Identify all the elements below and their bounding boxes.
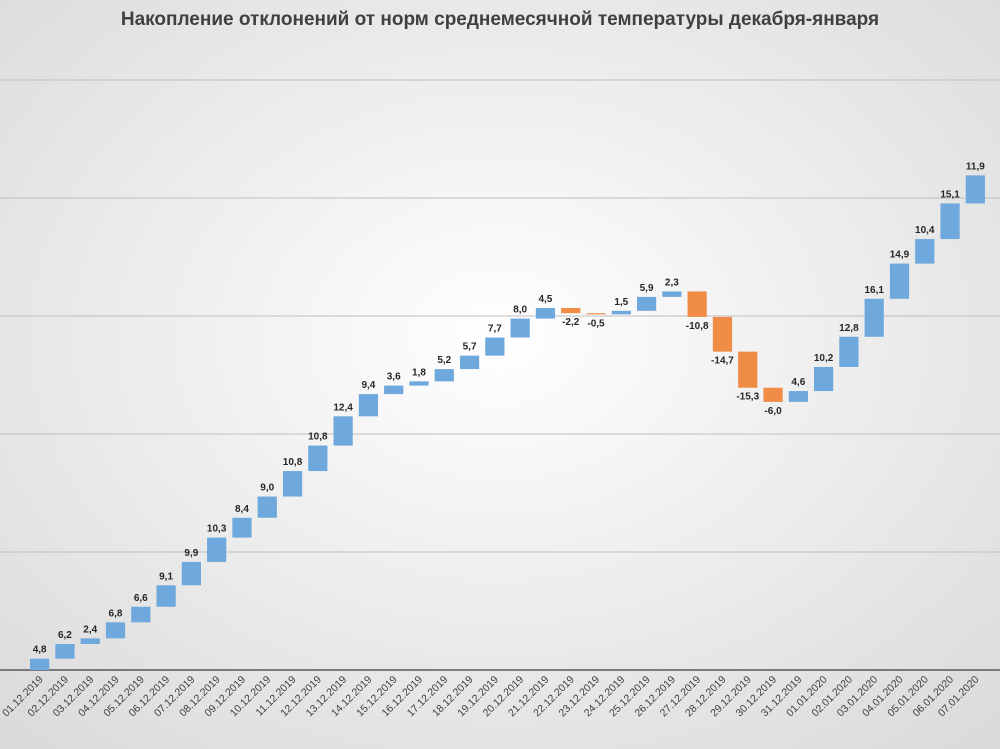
bar: [636, 296, 657, 311]
value-label: 10,8: [283, 457, 303, 468]
value-label: 8,0: [513, 305, 527, 316]
value-label: -6,0: [764, 406, 782, 417]
value-label: 6,2: [58, 630, 72, 641]
bar: [535, 307, 556, 319]
bar: [662, 291, 682, 297]
value-label: 6,6: [134, 593, 148, 604]
bar: [409, 381, 429, 386]
bar: [181, 561, 201, 586]
value-label: 8,4: [235, 504, 249, 515]
value-label: 12,8: [839, 323, 859, 334]
bar: [257, 496, 277, 518]
bar: [738, 351, 758, 388]
value-label: 10,2: [814, 353, 834, 364]
value-label: 9,9: [184, 548, 198, 559]
bar: [308, 445, 328, 472]
bar: [156, 585, 176, 607]
bar: [889, 263, 910, 299]
chart-title: Накопление отклонений от норм среднемеся…: [121, 9, 879, 30]
bar: [712, 316, 733, 352]
value-label: 9,4: [361, 380, 375, 391]
bar: [611, 310, 631, 315]
bar: [839, 336, 859, 367]
bar: [864, 298, 884, 337]
value-label: 15,1: [940, 189, 960, 200]
value-label: 12,4: [333, 402, 353, 413]
value-label: 9,1: [159, 571, 173, 582]
bar: [333, 416, 353, 446]
value-label: 10,4: [915, 225, 935, 236]
value-label: -2,2: [562, 317, 580, 328]
bar: [282, 471, 303, 497]
value-label: -14,7: [711, 356, 734, 367]
value-label: 10,8: [308, 432, 328, 443]
value-label: 5,2: [437, 355, 451, 366]
value-label: 1,5: [614, 297, 628, 308]
value-label: 11,9: [966, 161, 985, 172]
bar: [788, 391, 808, 402]
bar: [459, 355, 480, 370]
value-label: 10,3: [207, 524, 227, 535]
bar: [232, 517, 252, 538]
value-label: 2,4: [83, 624, 97, 635]
bar: [105, 622, 126, 639]
value-label: 4,8: [33, 645, 47, 656]
bar: [687, 291, 707, 317]
value-label: 7,7: [488, 323, 502, 334]
bar: [561, 307, 581, 314]
value-label: 5,7: [463, 342, 477, 353]
value-label: 1,8: [412, 367, 426, 378]
value-label: 9,0: [260, 483, 274, 494]
bar: [434, 369, 454, 382]
bar: [384, 385, 404, 395]
bar: [485, 337, 505, 356]
value-label: 3,6: [387, 372, 401, 383]
bar: [358, 394, 379, 417]
value-label: 2,3: [665, 277, 679, 288]
bar: [965, 175, 985, 204]
value-label: -10,8: [686, 321, 709, 332]
bar: [814, 366, 834, 392]
value-label: 14,9: [890, 250, 910, 261]
bar: [915, 239, 935, 264]
value-label: 16,1: [864, 285, 884, 296]
bar: [131, 606, 151, 623]
value-label: -15,3: [736, 392, 759, 403]
value-label: 5,9: [640, 283, 654, 294]
bar: [207, 537, 227, 562]
bar: [940, 203, 960, 240]
value-label: 4,6: [791, 377, 805, 388]
bar: [510, 318, 530, 338]
bar: [763, 387, 783, 402]
value-label: -0,5: [587, 318, 605, 329]
bar: [55, 644, 75, 659]
value-label: 6,8: [109, 608, 123, 619]
bar: [586, 313, 606, 315]
value-label: 4,5: [538, 294, 552, 305]
bar: [80, 638, 100, 645]
bar: [30, 658, 50, 670]
